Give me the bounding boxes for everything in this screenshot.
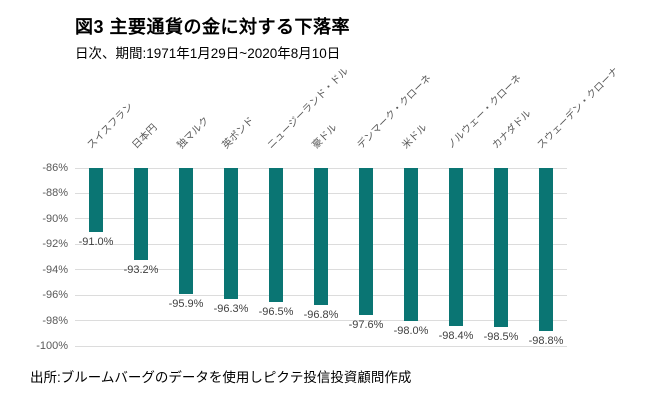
- bar: [179, 168, 193, 294]
- bar: [89, 168, 103, 232]
- y-axis-tick-label: -98%: [42, 314, 68, 327]
- category-label: ニュージーランド・ドル: [265, 65, 351, 152]
- category-label: ノルウェー・クローネ: [445, 72, 525, 152]
- source-text: 出所:ブルームバーグのデータを使用しピクテ投信投資顧問作成: [30, 370, 412, 385]
- bar-data-label: -97.6%: [348, 319, 384, 332]
- bar-data-label: -98.0%: [393, 324, 429, 337]
- category-label: 豪ドル: [310, 122, 340, 152]
- bar: [449, 168, 463, 326]
- bar: [224, 168, 238, 299]
- bar: [359, 168, 373, 316]
- y-axis-tick-label: -94%: [42, 263, 68, 276]
- chart-title: 図3 主要通貨の金に対する下落率: [75, 17, 351, 37]
- category-label: 独マルク: [175, 115, 212, 152]
- gridline: [75, 320, 567, 322]
- y-axis-tick-label: -96%: [42, 289, 68, 302]
- bar: [539, 168, 553, 331]
- y-axis-tick-label: -90%: [42, 212, 68, 225]
- bar-data-label: -95.9%: [168, 297, 204, 310]
- category-label: 日本円: [130, 122, 160, 152]
- bar: [134, 168, 148, 260]
- bar-data-label: -98.4%: [438, 329, 474, 342]
- bar-data-label: -96.5%: [258, 305, 294, 318]
- bar-data-label: -98.5%: [483, 330, 519, 343]
- bar: [314, 168, 328, 306]
- category-label: カナダドル: [490, 108, 534, 152]
- gridline: [75, 345, 567, 347]
- bar-data-label: -93.2%: [123, 263, 159, 276]
- category-label: 英ポンド: [220, 115, 257, 152]
- y-axis-tick-label: -88%: [42, 187, 68, 200]
- bar: [269, 168, 283, 302]
- bar: [494, 168, 508, 327]
- bar-data-label: -91.0%: [78, 235, 114, 248]
- category-label: スイスフラン: [85, 101, 136, 152]
- y-axis-tick-label: -100%: [36, 340, 68, 352]
- category-label: スウェーデン・クローナ: [535, 65, 622, 152]
- y-axis-tick-label: -92%: [42, 238, 68, 251]
- bar-data-label: -96.3%: [213, 302, 249, 315]
- y-axis-tick-label: -86%: [42, 162, 68, 174]
- chart-subtitle: 日次、期間:1971年1月29日~2020年8月10日: [75, 46, 341, 61]
- category-label: 米ドル: [400, 122, 430, 152]
- bar-data-label: -96.8%: [303, 309, 339, 322]
- category-label: デンマーク・クローネ: [355, 72, 434, 152]
- bar-data-label: -98.8%: [528, 334, 564, 347]
- bar: [404, 168, 418, 321]
